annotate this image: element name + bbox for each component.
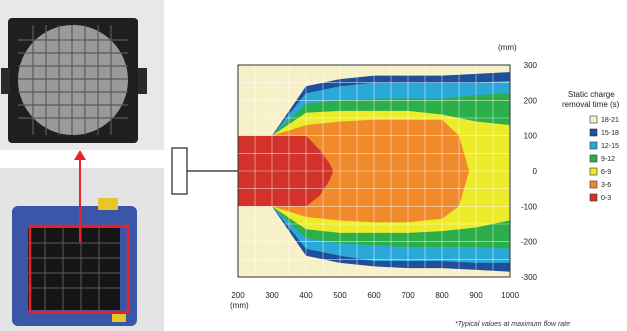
legend-label-3-6: 3-6 bbox=[601, 182, 611, 189]
x-tick-label: 1000 bbox=[501, 291, 519, 300]
ionizer-unit-photo bbox=[0, 168, 164, 331]
x-tick-label: 400 bbox=[299, 291, 313, 300]
footnote: *Typical values at maximum flow rate bbox=[455, 321, 570, 328]
y-tick-label: -100 bbox=[521, 202, 538, 211]
ionizer-fan-front-photo bbox=[0, 0, 164, 150]
legend-title-line-2: removal time (s) bbox=[562, 100, 620, 109]
legend-swatch-9-12 bbox=[589, 154, 598, 163]
y-tick-label: 300 bbox=[524, 61, 538, 70]
legend-title-line-1: Static charge bbox=[568, 90, 615, 99]
legend-label-6-9: 6-9 bbox=[601, 169, 611, 176]
legend-label-12-15: 12-15 bbox=[601, 143, 619, 150]
x-tick-label: 900 bbox=[469, 291, 483, 300]
legend-swatch-6-9 bbox=[589, 167, 598, 176]
x-tick-label: 600 bbox=[367, 291, 381, 300]
legend-label-9-12: 9-12 bbox=[601, 156, 615, 163]
y-axis-unit: (mm) bbox=[498, 43, 517, 52]
legend-label-15-18: 15-18 bbox=[601, 130, 619, 137]
plot-frame bbox=[237, 64, 511, 278]
legend-swatch-15-18 bbox=[589, 128, 598, 137]
x-tick-label: 300 bbox=[265, 291, 279, 300]
x-tick-label: 500 bbox=[333, 291, 347, 300]
y-tick-label: -300 bbox=[521, 273, 538, 282]
y-tick-label: 100 bbox=[524, 132, 538, 141]
legend-swatch-3-6 bbox=[589, 180, 598, 189]
legend-swatch-0-3 bbox=[589, 193, 598, 202]
y-tick-label: -200 bbox=[521, 238, 538, 247]
x-tick-label: 200 bbox=[231, 291, 245, 300]
x-axis-unit: (mm) bbox=[230, 301, 249, 310]
fan-position-marker bbox=[171, 147, 188, 195]
x-tick-label: 800 bbox=[435, 291, 449, 300]
legend-label-18-21: 18-21 bbox=[601, 117, 619, 124]
pointer-arrowhead bbox=[74, 150, 86, 160]
y-tick-label: 0 bbox=[533, 167, 538, 176]
legend-swatch-12-15 bbox=[589, 141, 598, 150]
legend-swatch-18-21 bbox=[589, 115, 598, 124]
legend-label-0-3: 0-3 bbox=[601, 195, 611, 202]
x-tick-label: 700 bbox=[401, 291, 415, 300]
y-tick-label: 200 bbox=[524, 96, 538, 105]
